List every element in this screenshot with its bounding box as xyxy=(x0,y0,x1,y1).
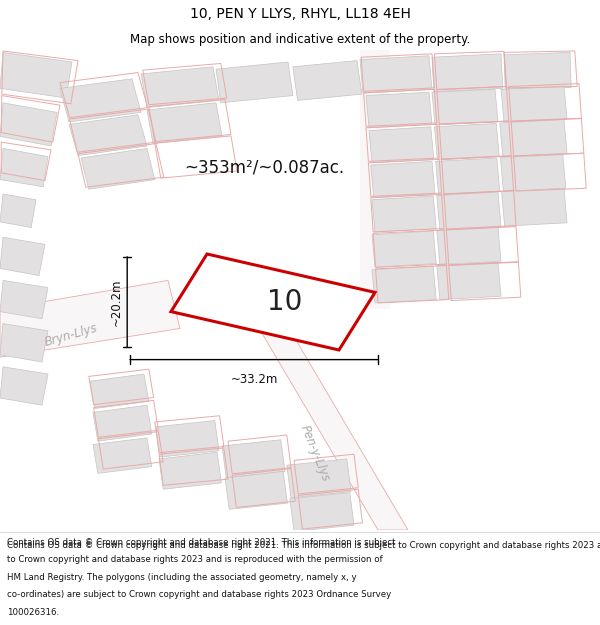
Polygon shape xyxy=(500,119,567,156)
Text: to Crown copyright and database rights 2023 and is reproduced with the permissio: to Crown copyright and database rights 2… xyxy=(7,555,383,564)
Polygon shape xyxy=(228,276,408,530)
Polygon shape xyxy=(437,227,501,264)
Polygon shape xyxy=(372,231,436,267)
Polygon shape xyxy=(501,86,567,122)
Polygon shape xyxy=(222,440,285,478)
Text: Bryn-Llys: Bryn-Llys xyxy=(43,322,99,349)
Polygon shape xyxy=(290,492,354,531)
Polygon shape xyxy=(93,438,152,473)
Text: ~353m²/~0.087ac.: ~353m²/~0.087ac. xyxy=(184,159,344,177)
Polygon shape xyxy=(502,188,567,226)
Polygon shape xyxy=(60,79,141,122)
Polygon shape xyxy=(504,52,571,89)
Polygon shape xyxy=(147,102,222,144)
Polygon shape xyxy=(0,102,57,146)
Polygon shape xyxy=(372,196,436,232)
Polygon shape xyxy=(0,324,48,362)
Text: co-ordinates) are subject to Crown copyright and database rights 2023 Ordnance S: co-ordinates) are subject to Crown copyr… xyxy=(7,591,391,599)
Polygon shape xyxy=(0,367,48,405)
Polygon shape xyxy=(0,194,36,228)
Text: ~20.2m: ~20.2m xyxy=(110,278,123,326)
Polygon shape xyxy=(293,61,362,101)
Polygon shape xyxy=(0,281,48,319)
Polygon shape xyxy=(372,266,436,303)
Polygon shape xyxy=(0,281,180,357)
Polygon shape xyxy=(437,192,501,229)
Polygon shape xyxy=(159,452,221,489)
Polygon shape xyxy=(81,148,155,189)
Polygon shape xyxy=(432,54,503,92)
Polygon shape xyxy=(171,254,375,350)
Polygon shape xyxy=(156,421,219,457)
Polygon shape xyxy=(436,158,500,195)
Polygon shape xyxy=(369,127,434,162)
Polygon shape xyxy=(360,50,390,309)
Polygon shape xyxy=(93,405,152,441)
Text: Contains OS data © Crown copyright and database right 2021. This information is : Contains OS data © Crown copyright and d… xyxy=(7,538,396,547)
Polygon shape xyxy=(437,262,501,299)
Polygon shape xyxy=(216,62,293,102)
Polygon shape xyxy=(371,161,435,198)
Polygon shape xyxy=(360,56,432,93)
Text: ~33.2m: ~33.2m xyxy=(230,373,278,386)
Polygon shape xyxy=(0,148,48,187)
Polygon shape xyxy=(90,374,149,409)
Polygon shape xyxy=(366,92,432,128)
Text: 10: 10 xyxy=(268,288,302,316)
Polygon shape xyxy=(434,124,499,160)
Text: Pen-y-Llys: Pen-y-Llys xyxy=(298,423,332,483)
Polygon shape xyxy=(141,67,219,108)
Text: Map shows position and indicative extent of the property.: Map shows position and indicative extent… xyxy=(130,32,470,46)
Text: HM Land Registry. The polygons (including the associated geometry, namely x, y: HM Land Registry. The polygons (includin… xyxy=(7,572,357,582)
Polygon shape xyxy=(0,52,72,98)
Polygon shape xyxy=(287,459,351,498)
Polygon shape xyxy=(225,471,287,509)
Text: 10, PEN Y LLYS, RHYL, LL18 4EH: 10, PEN Y LLYS, RHYL, LL18 4EH xyxy=(190,8,410,21)
Text: Contains OS data © Crown copyright and database right 2021. This information is : Contains OS data © Crown copyright and d… xyxy=(7,541,600,551)
Polygon shape xyxy=(500,154,566,192)
Polygon shape xyxy=(0,238,45,276)
Polygon shape xyxy=(69,115,147,156)
Text: 100026316.: 100026316. xyxy=(7,608,59,617)
Polygon shape xyxy=(432,89,498,125)
